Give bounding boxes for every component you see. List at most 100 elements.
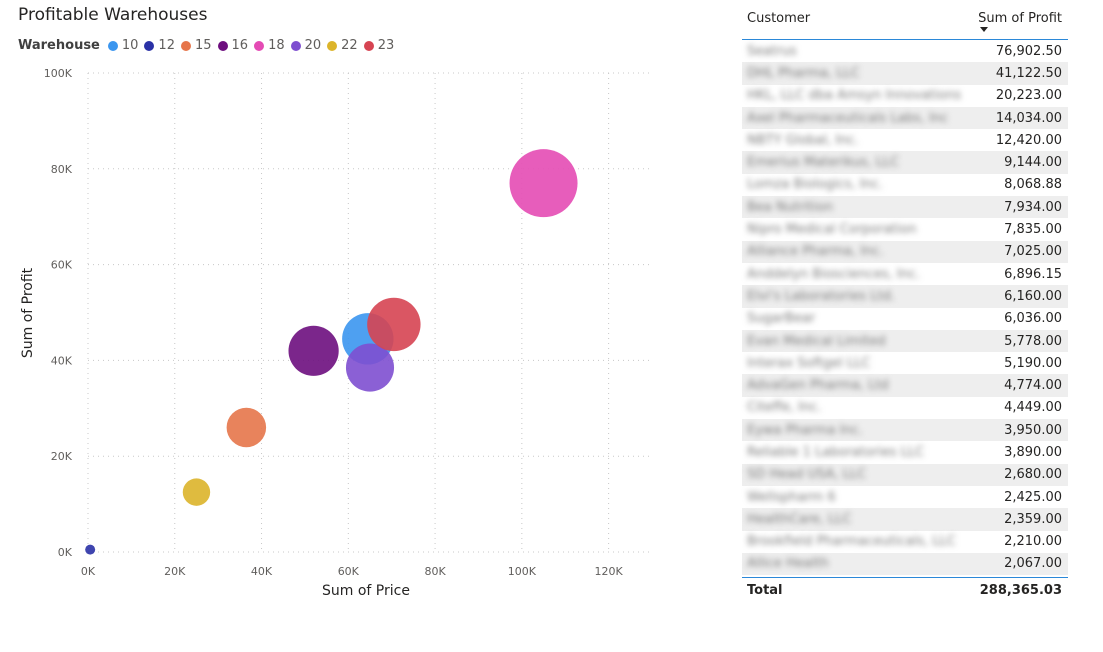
axis-layer: 0K 20K 40K 60K 80K 100K 0K 20K 40K 60K 80K 100K 120K — [44, 67, 624, 578]
customer-cell: Axel Pharmaceuticals Labs, Inc — [747, 110, 949, 126]
legend-item-18[interactable]: 18 — [254, 38, 285, 53]
legend-label: 22 — [341, 38, 358, 53]
table-row[interactable]: Wellspharm 6 2,425.00 — [742, 486, 1068, 508]
legend-dot-icon — [254, 40, 265, 51]
table-row[interactable]: Emerius Materikus, LLC 9,144.00 — [742, 151, 1068, 174]
legend-dot-icon — [290, 40, 301, 51]
bubble-warehouse-22[interactable] — [182, 478, 211, 506]
customer-cell: Seatrus — [747, 43, 797, 59]
y-tick-label: 100K — [44, 67, 73, 80]
customer-cell: Citeffe, Inc. — [747, 400, 822, 416]
customer-cell: HKL, LLC dba Amsyn Innovations — [747, 88, 962, 104]
customer-cell: Alliance Pharma, Inc. — [747, 244, 884, 260]
table-row[interactable]: Anddelyn Biosciences, Inc. 6,896.15 — [742, 263, 1068, 285]
bubble-warehouse-20[interactable] — [345, 343, 395, 392]
table-row[interactable]: Seatrus 76,902.50 — [742, 40, 1068, 62]
profit-cell: 9,144.00 — [1004, 155, 1062, 171]
profit-cell: 8,068.88 — [1004, 177, 1062, 193]
legend-item-16[interactable]: 16 — [217, 38, 249, 53]
profit-cell: 7,934.00 — [1004, 199, 1062, 215]
bubble-warehouse-15[interactable] — [226, 407, 267, 448]
legend-title: Warehouse — [18, 38, 100, 53]
legend-label: 12 — [158, 38, 175, 53]
bubble-warehouse-12[interactable] — [85, 544, 96, 555]
customer-cell: Elvi's Laboratories Ltd. — [747, 288, 895, 304]
profit-cell: 14,034.00 — [995, 110, 1062, 126]
legend-item-15[interactable]: 15 — [180, 38, 212, 53]
profit-cell: 2,210.00 — [1004, 534, 1062, 550]
profit-cell: 2,067.00 — [1004, 556, 1062, 572]
legend-dot-icon — [144, 40, 155, 51]
scatter-chart: 0K 20K 40K 60K 80K 100K 0K 20K 40K 60K 80K 100K 120K… — [20, 67, 652, 599]
legend-dot-icon — [363, 40, 374, 51]
legend-label: 18 — [268, 38, 285, 53]
customer-cell: Eywa Pharma Inc. — [747, 422, 863, 438]
column-header-customer[interactable]: Customer — [747, 11, 811, 26]
legend-item-12[interactable]: 12 — [144, 38, 175, 53]
table-row[interactable]: Axel Pharmaceuticals Labs, Inc 14,034.00 — [742, 106, 1068, 130]
table-row[interactable]: Nipro Medical Corporation 7,835.00 — [742, 218, 1068, 240]
y-axis-label: Sum of Profit — [20, 267, 36, 358]
bubble-warehouse-23[interactable] — [367, 297, 421, 352]
table-row[interactable]: HKL, LLC dba Amsyn Innovations 20,223.00 — [742, 85, 1068, 107]
customer-cell: Emerius Materikus, LLC — [747, 155, 900, 171]
profit-cell: 6,160.00 — [1004, 288, 1062, 304]
x-tick-label: 60K — [338, 565, 360, 578]
table-row[interactable]: Citeffe, Inc. 4,449.00 — [742, 397, 1068, 419]
table-row[interactable]: Allice Health 2,067.00 — [742, 552, 1068, 576]
table-row[interactable]: Lomza Biologics, Inc. 8,068.88 — [742, 174, 1068, 196]
chart-title: Profitable Warehouses — [18, 5, 208, 25]
table-row[interactable]: AdvaGen Pharma, Ltd 4,774.00 — [742, 374, 1068, 397]
customer-cell: Interax Softgel LLC — [747, 355, 871, 371]
customer-cell: Wellspharm 6 — [747, 489, 836, 505]
legend-item-23[interactable]: 23 — [363, 38, 394, 53]
legend-label: 10 — [121, 38, 139, 53]
legend-label: 20 — [304, 38, 322, 53]
legend-item-10[interactable]: 10 — [107, 38, 139, 53]
legend-item-20[interactable]: 20 — [290, 38, 322, 53]
legend-item-22[interactable]: 22 — [327, 38, 358, 53]
table-row[interactable]: Bea Nutrition 7,934.00 — [742, 196, 1068, 219]
legend-dot-icon — [180, 40, 191, 51]
profit-cell: 6,036.00 — [1004, 311, 1062, 327]
profit-cell: 3,950.00 — [1004, 422, 1062, 438]
column-header-sum-of-profit[interactable]: Sum of Profit — [978, 11, 1068, 26]
table-row[interactable]: Brookfield Pharmaceuticals, LLC 2,210.00 — [742, 531, 1068, 553]
table-row[interactable]: Alliance Pharma, Inc. 7,025.00 — [742, 240, 1068, 263]
table-row[interactable]: Eywa Pharma Inc. 3,950.00 — [742, 419, 1068, 442]
y-tick-label: 40K — [51, 354, 73, 367]
table-row[interactable]: SD Head USA, LLC 2,680.00 — [742, 463, 1068, 486]
customer-cell: Evan Medical Limited — [747, 333, 886, 349]
x-tick-label: 80K — [424, 565, 446, 578]
profit-cell: 6,896.15 — [1004, 266, 1062, 282]
profit-cell: 5,778.00 — [1004, 333, 1062, 349]
legend-label: 16 — [231, 38, 249, 53]
table-row[interactable]: Elvi's Laboratories Ltd. 6,160.00 — [742, 285, 1068, 308]
customer-cell: SugarBear — [747, 311, 816, 327]
customer-cell: Allice Health — [747, 556, 829, 572]
profit-cell: 2,680.00 — [1004, 467, 1062, 483]
bubble-warehouse-18[interactable] — [509, 149, 578, 218]
customer-profit-table: Customer Sum of Profit Seatrus 76,902.50 D… — [742, 8, 1068, 602]
table-row[interactable]: Reliable 1 Laboratories LLC 3,890.00 — [742, 441, 1068, 463]
sort-descending-icon[interactable] — [980, 27, 988, 32]
table-row[interactable]: HealthCare, LLC 2,359.00 — [742, 508, 1068, 531]
profit-cell: 4,449.00 — [1004, 400, 1062, 416]
table-row[interactable]: NBTY Global, Inc. 12,420.00 — [742, 129, 1068, 151]
profit-cell: 2,425.00 — [1004, 489, 1062, 505]
table-row[interactable]: Interax Softgel LLC 5,190.00 — [742, 352, 1068, 374]
y-tick-label: 80K — [51, 163, 73, 176]
chart-legend: Warehouse 10 12 15 16 18 20 22 23 — [18, 38, 400, 53]
profit-cell: 5,190.00 — [1004, 355, 1062, 371]
customer-cell: HealthCare, LLC — [747, 511, 852, 527]
table-row[interactable]: SugarBear 6,036.00 — [742, 308, 1068, 330]
table-header: Customer Sum of Profit — [742, 8, 1068, 40]
table-row[interactable]: DHL Pharma, LLC 41,122.50 — [742, 62, 1068, 85]
customer-cell: DHL Pharma, LLC — [747, 65, 860, 81]
bubble-warehouse-16[interactable] — [288, 325, 339, 376]
y-tick-label: 20K — [51, 450, 73, 463]
table-row[interactable]: Evan Medical Limited 5,778.00 — [742, 329, 1068, 353]
customer-cell: NBTY Global, Inc. — [747, 132, 859, 148]
customer-cell: Nipro Medical Corporation — [747, 222, 917, 238]
x-tick-label: 40K — [251, 565, 273, 578]
